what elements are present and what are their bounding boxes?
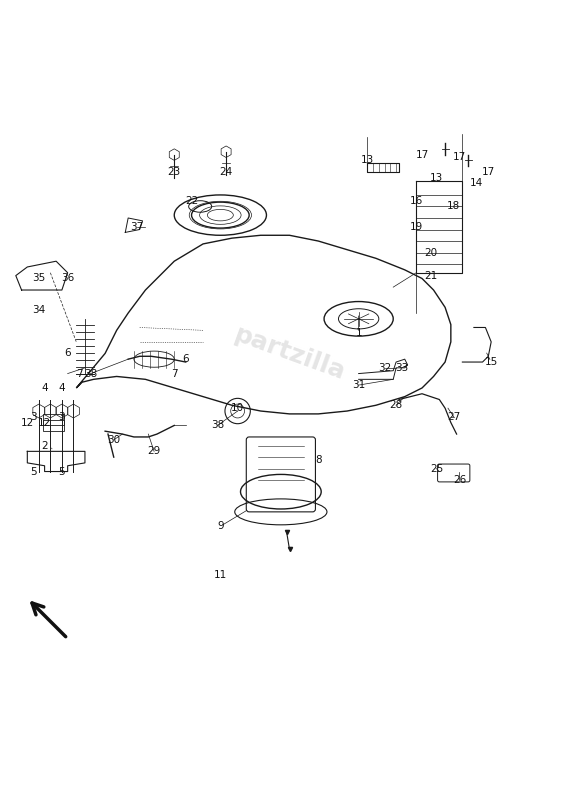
- Text: 25: 25: [430, 463, 443, 474]
- Text: 30: 30: [107, 435, 120, 445]
- Text: 1: 1: [356, 328, 362, 338]
- Text: 27: 27: [447, 411, 460, 422]
- Text: 33: 33: [395, 363, 409, 373]
- Text: 17: 17: [482, 167, 495, 177]
- Bar: [43, 415, 64, 425]
- Text: 10: 10: [231, 403, 244, 413]
- Text: 24: 24: [219, 167, 233, 177]
- Text: 20: 20: [424, 248, 437, 257]
- Text: 17: 17: [415, 149, 428, 160]
- Bar: [43, 420, 64, 431]
- Text: 12: 12: [38, 418, 51, 427]
- Text: 19: 19: [410, 221, 423, 232]
- Text: 13: 13: [430, 173, 443, 183]
- Text: 16: 16: [410, 196, 423, 205]
- Text: 38: 38: [84, 368, 97, 379]
- Text: 6: 6: [64, 348, 71, 359]
- Text: 26: 26: [453, 475, 466, 485]
- Text: 12: 12: [21, 418, 34, 427]
- Text: 7: 7: [76, 368, 82, 379]
- Text: 31: 31: [352, 380, 365, 390]
- Text: 36: 36: [61, 273, 74, 284]
- Text: 29: 29: [148, 447, 161, 456]
- Text: 4: 4: [41, 383, 48, 393]
- Text: 22: 22: [185, 196, 198, 205]
- Text: 2: 2: [41, 440, 48, 451]
- Text: 17: 17: [453, 153, 466, 162]
- Text: 5: 5: [30, 467, 36, 476]
- Text: 18: 18: [447, 201, 460, 212]
- Text: 6: 6: [182, 354, 189, 364]
- Text: 5: 5: [58, 467, 65, 476]
- Text: 3: 3: [30, 411, 36, 422]
- Text: 14: 14: [470, 178, 483, 189]
- Text: 37: 37: [130, 221, 144, 232]
- Text: 9: 9: [217, 521, 223, 531]
- Text: 11: 11: [214, 570, 227, 580]
- Text: 23: 23: [168, 167, 181, 177]
- Text: 3: 3: [58, 411, 65, 422]
- Text: partzilla: partzilla: [230, 322, 349, 384]
- Text: 8: 8: [315, 455, 321, 465]
- Text: 13: 13: [361, 155, 374, 165]
- Text: 38: 38: [211, 420, 224, 431]
- Text: 4: 4: [58, 383, 65, 393]
- Text: 32: 32: [378, 363, 391, 373]
- Text: 34: 34: [32, 305, 46, 315]
- Text: 15: 15: [485, 357, 498, 367]
- Text: 7: 7: [171, 368, 178, 379]
- Text: 28: 28: [390, 400, 403, 410]
- Text: 35: 35: [32, 273, 46, 284]
- Text: 21: 21: [424, 271, 437, 280]
